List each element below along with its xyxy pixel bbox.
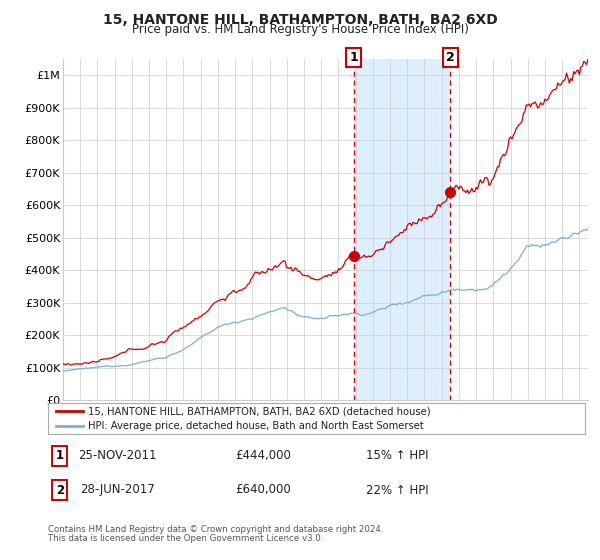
Text: 2: 2 [56,483,64,497]
Text: £640,000: £640,000 [235,483,290,497]
Bar [354,59,450,400]
Text: 28-JUN-2017: 28-JUN-2017 [80,483,155,497]
Text: 15, HANTONE HILL, BATHAMPTON, BATH, BA2 6XD: 15, HANTONE HILL, BATHAMPTON, BATH, BA2 … [103,13,497,27]
Text: 1: 1 [350,50,358,64]
Text: This data is licensed under the Open Government Licence v3.0.: This data is licensed under the Open Gov… [48,534,323,543]
Text: 15% ↑ HPI: 15% ↑ HPI [366,449,428,462]
Text: £444,000: £444,000 [235,449,291,462]
Text: 15, HANTONE HILL, BATHAMPTON, BATH, BA2 6XD (detached house): 15, HANTONE HILL, BATHAMPTON, BATH, BA2 … [88,406,431,416]
Text: Price paid vs. HM Land Registry's House Price Index (HPI): Price paid vs. HM Land Registry's House … [131,22,469,36]
Text: 25-NOV-2011: 25-NOV-2011 [79,449,157,462]
Text: 22% ↑ HPI: 22% ↑ HPI [366,483,428,497]
Text: Contains HM Land Registry data © Crown copyright and database right 2024.: Contains HM Land Registry data © Crown c… [48,525,383,534]
Text: HPI: Average price, detached house, Bath and North East Somerset: HPI: Average price, detached house, Bath… [88,421,424,431]
Text: 1: 1 [56,449,64,462]
Text: 2: 2 [446,50,455,64]
